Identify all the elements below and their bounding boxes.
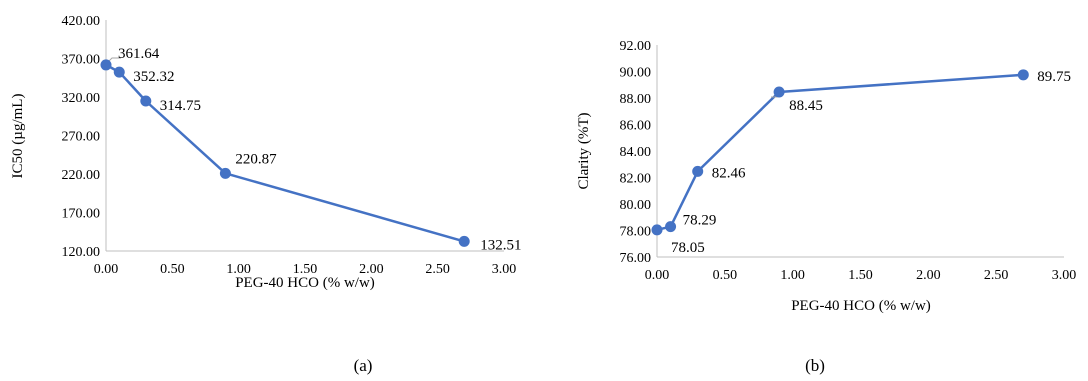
y-tick-label: 88.00 bbox=[620, 92, 652, 107]
data-point bbox=[1017, 69, 1029, 81]
data-point bbox=[665, 221, 677, 233]
data-label: 82.46 bbox=[712, 165, 746, 181]
y-tick-label: 84.00 bbox=[620, 145, 652, 160]
y-axis-title: Clarity (%T) bbox=[576, 112, 592, 189]
x-tick-label: 2.50 bbox=[425, 262, 450, 277]
x-tick-label: 1.50 bbox=[848, 268, 873, 283]
x-tick-label: 1.50 bbox=[293, 262, 318, 277]
y-tick-label: 86.00 bbox=[620, 119, 652, 134]
y-tick-label: 76.00 bbox=[620, 251, 652, 266]
y-tick-label: 120.00 bbox=[62, 245, 101, 260]
data-point bbox=[692, 165, 704, 177]
data-point bbox=[219, 167, 231, 179]
chart-panel-b: 76.00 78.00 80.00 82.00 84.00 86.00 88.00 90.00… bbox=[576, 39, 1076, 375]
chart-panel-a: 120.00 170.00 220.00 270.00 320.00 370.00 420.… bbox=[10, 14, 521, 375]
data-point bbox=[458, 235, 470, 247]
data-label: 220.87 bbox=[235, 151, 277, 167]
x-tick-label: 1.00 bbox=[226, 262, 251, 277]
x-tick-label: 1.00 bbox=[780, 268, 805, 283]
y-tick-label: 90.00 bbox=[620, 66, 652, 81]
data-label: 314.75 bbox=[160, 98, 201, 114]
x-tick-label: 3.00 bbox=[1052, 268, 1077, 283]
y-tick-label: 78.00 bbox=[620, 225, 652, 240]
y-tick-label: 370.00 bbox=[62, 53, 101, 68]
series-line bbox=[105, 63, 465, 243]
panel-label: (a) bbox=[354, 356, 373, 375]
y-tick-label: 82.00 bbox=[620, 172, 652, 187]
x-axis-title: PEG-40 HCO (% w/w) bbox=[235, 275, 375, 291]
y-tick-label: 80.00 bbox=[620, 198, 652, 213]
data-label: 88.45 bbox=[789, 98, 823, 114]
data-point bbox=[651, 224, 663, 236]
data-label: 78.29 bbox=[683, 213, 717, 229]
x-tick-label: 2.00 bbox=[916, 268, 941, 283]
data-label: 352.32 bbox=[133, 69, 174, 85]
data-point bbox=[113, 66, 125, 78]
panel-label: (b) bbox=[805, 356, 825, 375]
x-tick-label: 2.50 bbox=[984, 268, 1009, 283]
y-tick-label: 220.00 bbox=[62, 168, 101, 183]
data-point bbox=[100, 59, 112, 71]
x-tick-label: 0.00 bbox=[94, 262, 119, 277]
y-tick-label: 170.00 bbox=[62, 207, 101, 222]
data-label: 78.05 bbox=[671, 240, 705, 256]
series-line bbox=[656, 73, 1024, 232]
data-point bbox=[140, 95, 152, 107]
data-point bbox=[773, 86, 785, 98]
data-label: 89.75 bbox=[1037, 69, 1071, 85]
x-axis-title: PEG-40 HCO (% w/w) bbox=[791, 298, 931, 314]
x-tick-label: 0.50 bbox=[160, 262, 185, 277]
x-tick-label: 2.00 bbox=[359, 262, 384, 277]
x-tick-label: 0.00 bbox=[645, 268, 670, 283]
y-tick-label: 320.00 bbox=[62, 91, 101, 106]
y-axis-title: IC50 (µg/mL) bbox=[10, 94, 26, 179]
y-tick-label: 270.00 bbox=[62, 130, 101, 145]
data-label: 132.51 bbox=[480, 237, 521, 253]
x-tick-label: 3.00 bbox=[492, 262, 517, 277]
y-tick-label: 420.00 bbox=[62, 14, 101, 29]
data-label: 361.64 bbox=[118, 46, 160, 62]
y-tick-label: 92.00 bbox=[620, 39, 652, 54]
x-tick-label: 0.50 bbox=[713, 268, 738, 283]
